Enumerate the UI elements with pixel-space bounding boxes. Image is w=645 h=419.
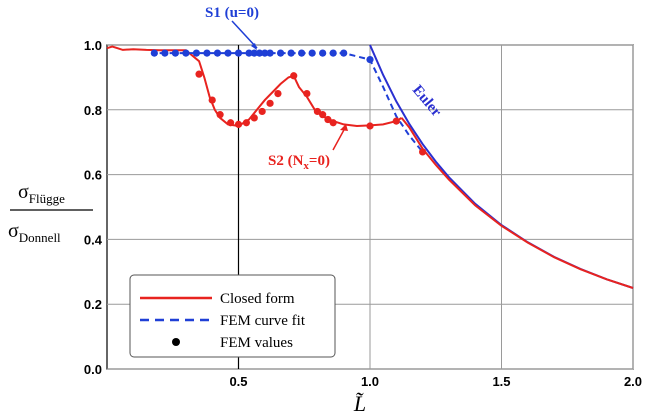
y-tick-label: 0.6 <box>84 168 102 183</box>
series-line-2 <box>400 117 634 289</box>
data-point-1 <box>303 90 311 98</box>
series-line-0 <box>106 45 403 128</box>
data-point-1 <box>242 119 250 127</box>
data-point-0 <box>287 49 295 57</box>
data-point-0 <box>319 49 327 57</box>
annotation-s2-sub: x <box>303 160 309 172</box>
data-point-0 <box>203 49 211 57</box>
legend-label-closed-form: Closed form <box>220 291 295 307</box>
annotation-s1-arrowhead <box>251 43 257 50</box>
data-point-0 <box>245 49 253 57</box>
data-point-0 <box>308 49 316 57</box>
data-point-0 <box>250 49 258 57</box>
ylabel-denominator-sym: σ <box>8 220 19 242</box>
data-point-1 <box>290 72 298 80</box>
data-point-1 <box>274 90 282 98</box>
data-point-0 <box>266 49 274 57</box>
ticks: 0.5 1.0 1.5 2.0 0.0 0.2 0.4 0.6 0.8 1.0 <box>84 38 642 389</box>
data-point-1 <box>366 122 374 130</box>
annotation-s2-arrow <box>332 127 346 151</box>
data-point-0 <box>340 49 348 57</box>
data-point-0 <box>224 49 232 57</box>
data-point-1 <box>195 70 203 78</box>
data-point-0 <box>329 49 337 57</box>
data-point-1 <box>419 148 427 156</box>
legend: Closed form FEM curve fit FEM values <box>129 274 336 358</box>
data-point-1 <box>227 119 235 127</box>
data-point-0 <box>276 49 285 57</box>
y-tick-label: 0.4 <box>84 232 103 247</box>
legend-label-fem-values: FEM values <box>220 335 293 351</box>
data-point-1 <box>313 107 321 116</box>
data-point-1 <box>250 114 258 122</box>
annotation-s1-arrow <box>231 20 258 49</box>
data-point-1 <box>216 111 224 119</box>
data-point-0 <box>182 49 190 57</box>
legend-label-fem-fit: FEM curve fit <box>220 313 306 329</box>
ylabel-numerator-sym: σ <box>18 181 29 203</box>
data-point-1 <box>208 96 216 104</box>
data-point-0 <box>255 49 264 57</box>
data-point-0 <box>298 49 306 57</box>
x-tick-label: 2.0 <box>624 374 642 389</box>
series-layer <box>106 44 634 289</box>
data-point-0 <box>213 49 222 57</box>
data-point-1 <box>324 115 332 124</box>
legend-swatch-fem-values <box>172 338 180 346</box>
data-point-1 <box>392 117 400 125</box>
data-point-0 <box>150 49 158 57</box>
data-point-0 <box>192 49 201 57</box>
data-point-0 <box>261 49 269 57</box>
xlabel: L̃ <box>353 391 366 416</box>
ylabel-denominator-sub: Donnell <box>19 230 61 245</box>
ylabel-numerator: σFlügge <box>18 181 65 206</box>
annotation-s2-tail: =0) <box>309 153 330 169</box>
data-point-0 <box>161 49 169 57</box>
data-point-1 <box>329 119 337 127</box>
y-tick-label: 0.2 <box>84 297 102 312</box>
ylabel-numerator-sub: Flügge <box>29 191 65 206</box>
annotation-s1: S1 (u=0) <box>205 5 259 21</box>
y-tick-label: 0.0 <box>84 362 102 377</box>
data-point-0 <box>366 55 374 64</box>
ylabel-denominator: σDonnell <box>8 220 61 245</box>
x-tick-label: 1.5 <box>492 374 510 389</box>
legend-box <box>129 274 336 358</box>
x-tick-label: 0.5 <box>229 374 247 389</box>
y-tick-label: 0.8 <box>84 103 102 118</box>
data-point-1 <box>319 111 327 119</box>
data-point-1 <box>234 120 243 128</box>
data-point-0 <box>234 49 243 57</box>
series-line-3 <box>159 52 424 153</box>
data-point-0 <box>171 49 179 57</box>
y-tick-label: 1.0 <box>84 38 102 53</box>
x-tick-label: 1.0 <box>361 374 379 389</box>
annotation-s2-head: S2 (N <box>268 153 304 169</box>
data-point-1 <box>266 99 274 107</box>
data-point-1 <box>258 107 266 116</box>
annotation-s2: S2 (Nx=0) <box>268 153 330 172</box>
annotation-s2-arrowhead <box>340 124 348 131</box>
points-layer <box>150 49 427 156</box>
